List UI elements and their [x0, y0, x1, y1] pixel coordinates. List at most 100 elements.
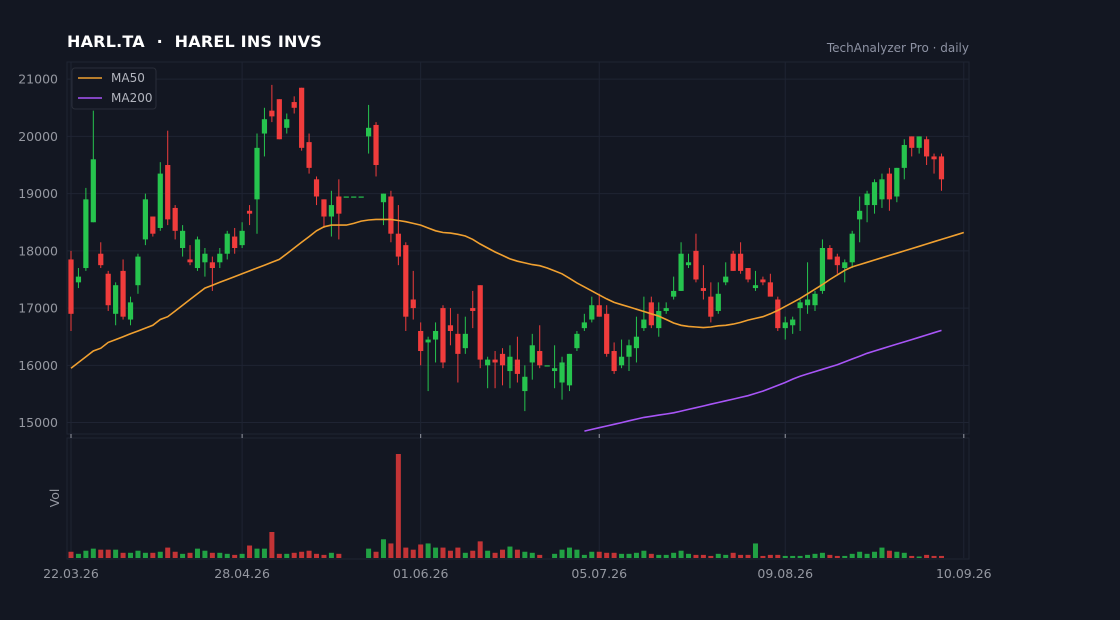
volume-bar	[641, 550, 647, 558]
volume-bar	[128, 552, 134, 558]
volume-bar	[105, 549, 111, 558]
candle-body	[321, 199, 327, 217]
volume-bar	[477, 541, 483, 558]
volume-bar	[775, 554, 781, 558]
candle-body	[656, 310, 662, 329]
volume-bar	[135, 550, 141, 558]
volume-bar	[388, 543, 394, 558]
volume-bars	[68, 454, 944, 558]
time-tick-label: 01.06.26	[393, 566, 449, 581]
candle-body	[403, 245, 409, 317]
volume-bar	[752, 543, 758, 558]
volume-bar	[827, 554, 833, 558]
candle-body	[894, 167, 900, 197]
volume-bar	[767, 554, 773, 558]
volume-bar	[403, 547, 409, 558]
volume-bar	[574, 549, 580, 558]
time-tick-label: 09.08.26	[757, 566, 813, 581]
volume-bar	[500, 549, 506, 558]
volume-bar	[150, 552, 156, 558]
candle-body	[708, 296, 714, 317]
candle-body	[209, 262, 215, 269]
candle-body	[276, 99, 282, 140]
candle-body	[752, 285, 759, 289]
candle-body	[715, 293, 721, 311]
volume-bar	[656, 554, 662, 558]
volume-bar	[98, 549, 104, 558]
volume-bar	[916, 556, 922, 558]
volume-bar	[849, 553, 855, 558]
candle-body	[596, 305, 602, 317]
volume-bar	[172, 551, 178, 558]
candle-body	[537, 351, 543, 366]
volume-bar	[686, 553, 692, 558]
volume-bar	[596, 551, 602, 558]
volume-bar	[157, 551, 163, 558]
candle-body	[901, 144, 907, 168]
volume-bar	[418, 544, 424, 558]
candle-body	[879, 179, 885, 200]
volume-bar	[708, 555, 714, 558]
volume-bar	[663, 554, 669, 558]
candle-body	[328, 205, 334, 217]
volume-bar	[819, 552, 825, 558]
volume-bar	[901, 552, 907, 558]
volume-bar	[812, 553, 818, 558]
candle-body	[336, 196, 342, 214]
volume-bar	[194, 548, 200, 558]
volume-bar	[485, 550, 491, 558]
candle-body	[202, 253, 208, 263]
volume-bar	[938, 555, 944, 558]
candle-body	[313, 179, 320, 197]
volume-bar	[68, 551, 74, 558]
candle-body	[842, 262, 848, 269]
time-tick-label: 05.07.26	[571, 566, 627, 581]
volume-bar	[805, 554, 811, 558]
candle-body	[113, 285, 119, 314]
candle-body	[83, 199, 89, 269]
volume-bar	[604, 552, 610, 558]
candle-body	[804, 299, 811, 306]
candle-body	[135, 256, 141, 286]
candle-body	[246, 210, 253, 214]
volume-bar	[217, 552, 223, 558]
volume-bar	[879, 547, 885, 558]
candle-body	[924, 139, 930, 157]
volume-bar	[187, 552, 193, 558]
volume-bar	[529, 552, 535, 558]
candle-body	[700, 288, 706, 291]
candle-body	[745, 268, 751, 280]
volume-bar	[619, 553, 625, 558]
candle-body	[388, 196, 394, 234]
volume-bar	[254, 548, 260, 558]
volume-bar	[113, 549, 119, 558]
candle-body	[254, 147, 260, 200]
candle-body	[641, 319, 647, 329]
price-tick-label: 17000	[18, 301, 58, 316]
volume-bar	[894, 551, 900, 558]
candle-body	[150, 216, 156, 234]
candle-body	[693, 250, 699, 280]
candle-body	[812, 293, 818, 306]
candle-body	[886, 173, 892, 200]
ma200-line	[584, 329, 942, 432]
volume-bar	[522, 551, 528, 558]
price-axis: 15000 16000 17000 18000 19000 20000 21000	[18, 72, 58, 430]
candle-body	[916, 136, 922, 148]
candle-body	[447, 325, 454, 331]
candle-body	[180, 230, 186, 248]
candle-body	[864, 193, 870, 206]
volume-bar	[626, 553, 632, 558]
candle-body	[380, 193, 387, 203]
candle-body	[157, 173, 163, 228]
candle-body	[552, 368, 558, 372]
volume-bar	[462, 552, 468, 558]
ticker-symbol: HARL.TA	[67, 32, 145, 51]
candle-body	[633, 336, 640, 349]
candle-body	[425, 339, 431, 343]
price-tick-label: 21000	[18, 72, 58, 87]
volume-bar	[380, 539, 386, 558]
candle-body	[834, 256, 840, 266]
volume-bar	[120, 552, 126, 558]
